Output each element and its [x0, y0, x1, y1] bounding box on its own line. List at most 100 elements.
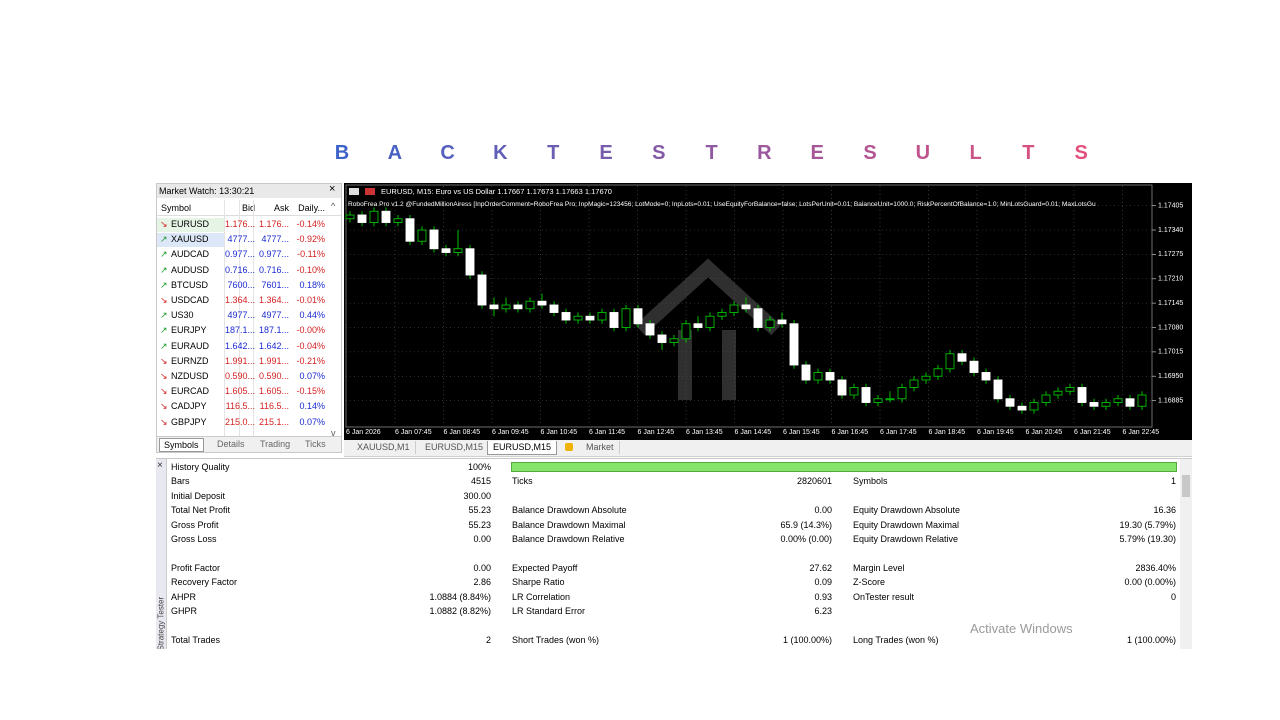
bid: 1.991... — [224, 355, 255, 366]
candle-body — [837, 379, 847, 396]
symbol[interactable]: BTCUSD — [171, 279, 209, 290]
chart-tab[interactable]: EURUSD,M15 — [420, 441, 490, 454]
symbol[interactable]: XAUUSD — [171, 234, 209, 245]
scroll-up[interactable]: ^ — [331, 201, 336, 211]
candle-body — [657, 334, 667, 343]
panel-tab[interactable]: Ticks — [305, 439, 326, 449]
daily-change: -0.15% — [296, 386, 325, 397]
report-value: 0 — [1170, 591, 1176, 602]
candle-body — [669, 338, 679, 343]
report-label: LR Correlation — [512, 591, 571, 602]
report-label: Short Trades (won %) — [512, 634, 600, 645]
panel-tab[interactable]: Trading — [260, 439, 291, 449]
candle-body — [693, 323, 703, 328]
report-value: 1 — [1170, 476, 1176, 487]
title-letter: A — [387, 142, 403, 164]
bid: 1.364... — [224, 295, 255, 305]
tester-report: × History Quality 100% Bars 4515 Ticks 282060… — [156, 458, 1192, 649]
symbol[interactable]: EURCAD — [171, 386, 210, 397]
symbol[interactable]: AUDUSD — [171, 264, 210, 275]
candle-body — [873, 398, 883, 403]
report-label: Gross Profit — [171, 519, 219, 530]
time-label: 6 Jan 18:45 — [929, 429, 966, 436]
report-label: Total Net Profit — [171, 505, 231, 516]
candle-body — [477, 274, 487, 306]
column-divider — [253, 200, 254, 436]
report-label: Ticks — [512, 476, 533, 487]
report-label: Long Trades (won %) — [853, 634, 939, 645]
ask: 1.991... — [258, 355, 289, 366]
candle-body — [885, 398, 895, 401]
title-letter: L — [969, 142, 982, 164]
price-label: 1.17405 — [1158, 202, 1183, 209]
bid: 0.977... — [224, 249, 255, 260]
candle-body — [1113, 398, 1123, 403]
ask: 4777... — [261, 234, 289, 245]
panel-tab[interactable]: Symbols — [159, 438, 204, 452]
time-label: 6 Jan 21:45 — [1074, 429, 1111, 436]
candle-body — [801, 364, 811, 381]
bid: 1.176... — [224, 219, 255, 229]
chart-tab[interactable]: XAUUSD,M1 — [352, 441, 416, 454]
ask: 0.590... — [258, 371, 289, 381]
symbol[interactable]: AUDCAD — [171, 249, 210, 260]
trend-arrow: ↘ — [160, 219, 168, 229]
scrollbar[interactable] — [1180, 459, 1192, 649]
report-value: 2820601 — [796, 476, 832, 487]
candle-body — [585, 315, 595, 321]
symbol[interactable]: EURAUD — [171, 340, 210, 351]
scroll-thumb[interactable] — [1182, 475, 1190, 497]
close-button[interactable]: × — [157, 460, 163, 471]
report-label: Gross Loss — [171, 534, 217, 544]
title-letter: S — [863, 142, 877, 164]
candle-body — [921, 375, 931, 381]
panel-tab[interactable]: Details — [217, 439, 245, 449]
price-label: 1.17080 — [1158, 324, 1183, 331]
symbol[interactable]: NZDUSD — [171, 371, 209, 381]
quality-bar — [511, 462, 1177, 472]
bid: 0.716... — [224, 264, 255, 275]
chart-tab[interactable]: EURUSD,M15 — [487, 441, 558, 455]
column-header: Symbol — [161, 203, 192, 213]
bid: 7600... — [227, 279, 255, 290]
symbol[interactable]: EURUSD — [171, 219, 210, 229]
column-header: Daily... — [298, 203, 325, 213]
close-button[interactable]: × — [329, 183, 336, 195]
column-header: Ask — [273, 203, 289, 213]
candle-body — [705, 315, 715, 328]
bid: 116.5... — [225, 401, 255, 412]
candle-body — [525, 300, 535, 310]
ask: 0.716... — [258, 264, 289, 275]
report-value: 2 — [485, 634, 491, 645]
symbol[interactable]: CADJPY — [171, 401, 207, 412]
report-label: History Quality — [171, 462, 230, 472]
candle-body — [681, 323, 691, 340]
scroll-down[interactable]: v — [331, 428, 336, 438]
report-label: Equity Drawdown Maximal — [853, 519, 960, 530]
price-label: 1.16885 — [1158, 397, 1183, 404]
candle-body — [1041, 394, 1051, 403]
symbol[interactable]: EURNZD — [171, 355, 209, 366]
candle-body — [1053, 390, 1063, 396]
bid: 4977... — [227, 310, 255, 321]
candle-body — [993, 379, 1003, 400]
report-value: 19.30 (5.79%) — [1119, 519, 1176, 530]
time-label: 6 Jan 14:45 — [735, 429, 772, 436]
candle-body — [969, 360, 979, 373]
report-value: 0.00 (0.00%) — [1124, 577, 1176, 588]
candle-body — [789, 323, 799, 366]
price-chart: 1.17405 1.17340 1.17275 1.17210 1.17145 1.170… — [344, 183, 1192, 440]
symbol[interactable]: GBPJPY — [171, 416, 207, 427]
chart-background — [344, 183, 1192, 440]
symbol[interactable]: USDCAD — [171, 295, 210, 305]
daily-change: -0.14% — [296, 219, 325, 229]
symbol[interactable]: US30 — [171, 310, 194, 321]
ask: 1.605... — [258, 386, 289, 397]
candle-body — [621, 308, 631, 328]
candle-body — [741, 304, 751, 310]
panel-title: Market Watch: 13:30:21 — [159, 186, 255, 196]
column-header — [157, 200, 341, 216]
chart-tab[interactable]: Market — [581, 441, 620, 454]
symbol[interactable]: EURJPY — [171, 325, 207, 336]
candle-body — [561, 312, 571, 321]
